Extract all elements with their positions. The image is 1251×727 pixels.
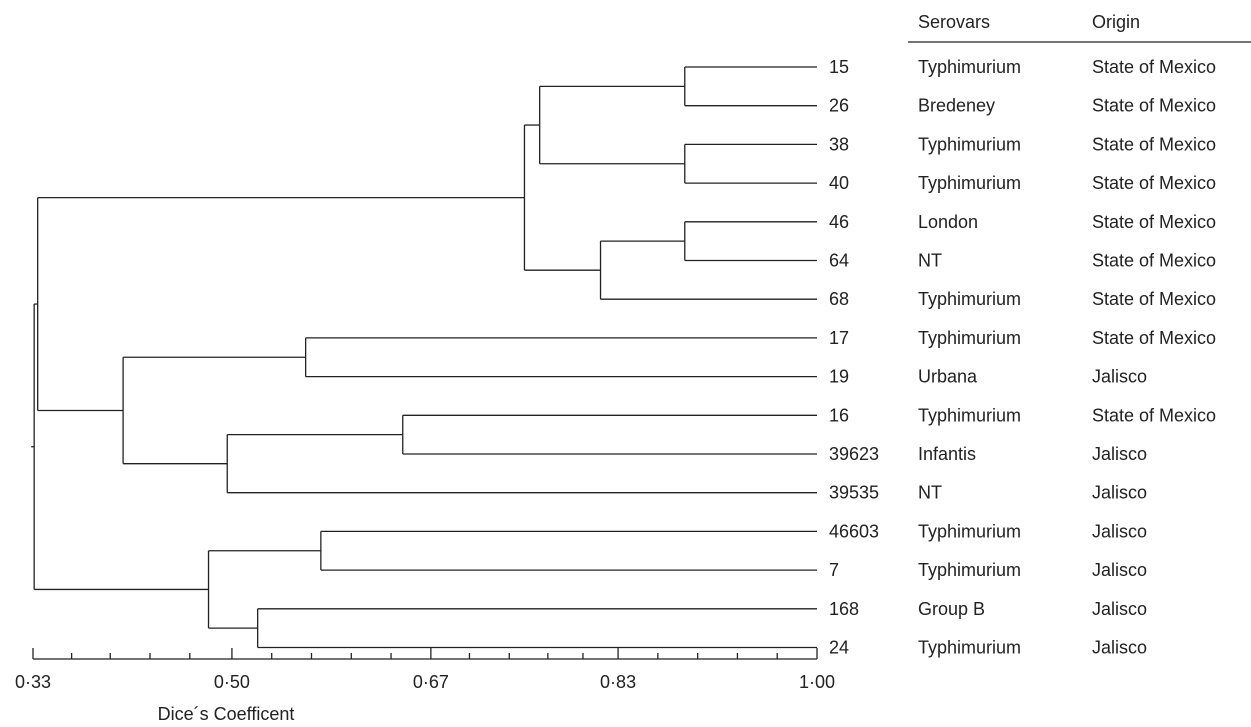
serovar-cell: Typhimurium (918, 328, 1021, 348)
origin-cell: Jalisco (1092, 367, 1147, 387)
origin-cell: State of Mexico (1092, 289, 1216, 309)
leaf-id-label: 68 (829, 289, 849, 309)
origin-cell: State of Mexico (1092, 134, 1216, 154)
table-rows: Typhimurium State of Mexico Bredeney State … (918, 57, 1216, 658)
serovar-cell: Typhimurium (918, 638, 1021, 658)
origin-cell: State of Mexico (1092, 173, 1216, 193)
origin-cell: State of Mexico (1092, 328, 1216, 348)
serovar-cell: Group B (918, 599, 985, 619)
origin-cell: State of Mexico (1092, 96, 1216, 116)
origin-cell: Jalisco (1092, 560, 1147, 580)
tick-label: 0·83 (600, 672, 636, 692)
leaf-id-label: 46603 (829, 521, 879, 541)
leaf-id-label: 168 (829, 599, 859, 619)
tick-label: 0·33 (15, 672, 51, 692)
tick-label: 0·50 (214, 672, 250, 692)
leaf-id-label: 40 (829, 173, 849, 193)
origin-cell: State of Mexico (1092, 251, 1216, 271)
leaf-id-label: 16 (829, 405, 849, 425)
axis-title: Dice´s Coefficent (158, 704, 295, 724)
dendrogram-tree (31, 66, 817, 649)
leaf-id-label: 38 (829, 134, 849, 154)
serovar-cell: NT (918, 251, 942, 271)
origin-cell: Jalisco (1092, 483, 1147, 503)
leaf-id-label: 17 (829, 328, 849, 348)
serovar-cell: Typhimurium (918, 289, 1021, 309)
leaf-id-label: 64 (829, 251, 849, 271)
leaf-id-label: 19 (829, 367, 849, 387)
serovar-cell: Typhimurium (918, 560, 1021, 580)
origin-cell: Jalisco (1092, 521, 1147, 541)
leaf-id-label: 46 (829, 212, 849, 232)
origin-cell: Jalisco (1092, 599, 1147, 619)
serovar-cell: Urbana (918, 367, 978, 387)
serovar-cell: Typhimurium (918, 173, 1021, 193)
leaf-id-label: 26 (829, 96, 849, 116)
serovar-origin-table: Serovars Origin Typhimurium State of Mexi… (908, 12, 1251, 658)
leaf-id-label: 39623 (829, 444, 879, 464)
serovar-cell: Typhimurium (918, 405, 1021, 425)
origin-cell: State of Mexico (1092, 212, 1216, 232)
leaf-id-label: 24 (829, 638, 849, 658)
origin-cell: State of Mexico (1092, 57, 1216, 77)
origin-header: Origin (1092, 12, 1140, 32)
serovars-header: Serovars (918, 12, 990, 32)
tick-label: 1·00 (799, 672, 835, 692)
tick-label: 0·67 (413, 672, 449, 692)
leaf-id-labels: 15 26 38 40 46 64 68 17 19 16 39623 39535 46603 7 168 2… (829, 57, 879, 658)
similarity-axis: 0·33 0·50 0·67 0·83 1·00 Dice´s Coefficent (15, 648, 835, 724)
leaf-id-label: 7 (829, 560, 839, 580)
serovar-cell: Infantis (918, 444, 976, 464)
origin-cell: Jalisco (1092, 638, 1147, 658)
axis-ticks: 0·33 0·50 0·67 0·83 1·00 (15, 648, 835, 692)
leaf-id-label: 39535 (829, 483, 879, 503)
origin-cell: Jalisco (1092, 444, 1147, 464)
serovar-cell: NT (918, 483, 942, 503)
origin-cell: State of Mexico (1092, 405, 1216, 425)
leaf-id-label: 15 (829, 57, 849, 77)
serovar-cell: London (918, 212, 978, 232)
serovar-cell: Bredeney (918, 96, 995, 116)
serovar-cell: Typhimurium (918, 57, 1021, 77)
serovar-cell: Typhimurium (918, 521, 1021, 541)
serovar-cell: Typhimurium (918, 134, 1021, 154)
